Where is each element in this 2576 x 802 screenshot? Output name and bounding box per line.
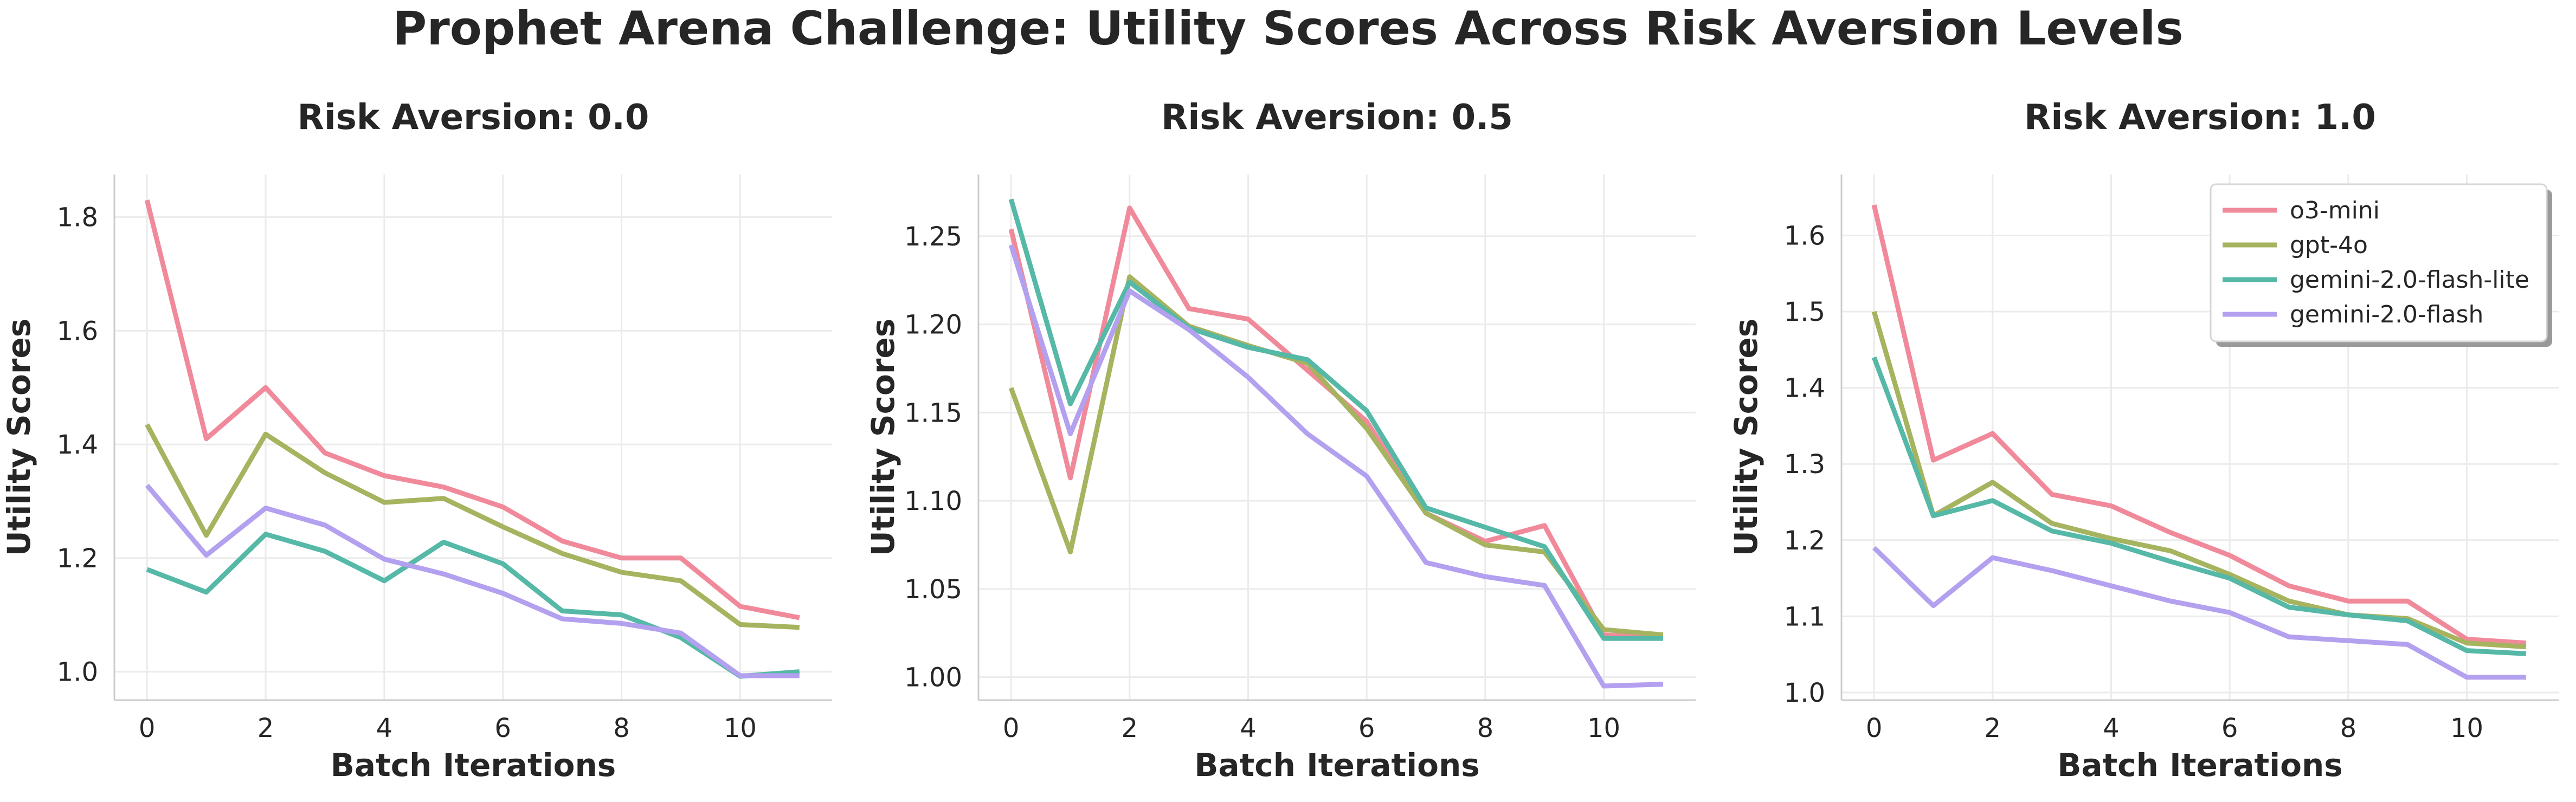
x-tick-label: 0 bbox=[1866, 713, 1883, 743]
x-tick-label: 2 bbox=[257, 713, 274, 743]
y-tick-label: 1.15 bbox=[904, 398, 962, 428]
series-line-gemini-2.0-flash-lite bbox=[146, 532, 800, 679]
series-line-gemini-2.0-flash bbox=[1008, 244, 1664, 689]
y-tick-label: 1.10 bbox=[904, 486, 962, 516]
y-tick-label: 1.5 bbox=[1784, 297, 1825, 327]
x-tick-label: 10 bbox=[1587, 713, 1620, 743]
y-axis-label: Utility Scores bbox=[1, 319, 37, 557]
y-tick-label: 1.6 bbox=[1784, 221, 1825, 251]
legend-label: gemini-2.0-flash bbox=[2290, 301, 2483, 328]
figure-title: Prophet Arena Challenge: Utility Scores … bbox=[392, 2, 2183, 56]
y-tick-label: 1.3 bbox=[1784, 449, 1825, 480]
x-tick-label: 10 bbox=[2450, 713, 2483, 743]
x-tick-label: 10 bbox=[724, 713, 757, 743]
x-axis-label: Batch Iterations bbox=[1194, 747, 1480, 784]
x-tick-label: 8 bbox=[613, 713, 630, 743]
x-tick-label: 0 bbox=[139, 713, 156, 743]
x-tick-label: 8 bbox=[2340, 713, 2357, 743]
x-tick-label: 8 bbox=[1477, 713, 1494, 743]
series-line-gpt-4o bbox=[1871, 311, 2527, 650]
y-tick-label: 1.25 bbox=[904, 222, 962, 252]
subplot-title: Risk Aversion: 0.0 bbox=[298, 98, 649, 138]
y-tick-label: 1.0 bbox=[1784, 678, 1825, 708]
x-tick-label: 0 bbox=[1003, 713, 1020, 743]
y-tick-label: 1.4 bbox=[1784, 373, 1825, 404]
y-tick-label: 1.2 bbox=[57, 544, 98, 574]
x-tick-label: 4 bbox=[376, 713, 393, 743]
y-axis-label: Utility Scores bbox=[1728, 319, 1764, 557]
y-tick-label: 1.00 bbox=[904, 663, 962, 693]
x-tick-label: 6 bbox=[2221, 713, 2238, 743]
x-tick-label: 2 bbox=[1122, 713, 1138, 743]
series-line-o3-mini bbox=[1871, 204, 2527, 646]
series-line-gemini-2.0-flash bbox=[145, 483, 800, 678]
y-tick-label: 1.2 bbox=[1784, 526, 1825, 556]
subplot-title: Risk Aversion: 0.5 bbox=[1161, 98, 1513, 138]
series-line-o3-mini bbox=[144, 199, 800, 620]
x-tick-label: 6 bbox=[1358, 713, 1375, 743]
series-line-gemini-2.0-flash bbox=[1872, 546, 2526, 680]
subplot-2: Risk Aversion: 0.5 0 2 4 6 8 10 1.00 1.05 1.10 1.1… bbox=[865, 98, 1696, 784]
legend-label: gpt-4o bbox=[2290, 231, 2368, 259]
subplot-3: Risk Aversion: 1.0 0 2 4 6 8 10 1.0 1.1 1.2 1.3 1.4… bbox=[1728, 98, 2559, 784]
series-line-o3-mini bbox=[1008, 205, 1664, 641]
y-axis-label: Utility Scores bbox=[865, 319, 901, 557]
legend-label: o3-mini bbox=[2290, 197, 2380, 224]
x-axis-label: Batch Iterations bbox=[331, 747, 616, 784]
legend: o3-mini gpt-4o gemini-2.0-flash-lite gemini… bbox=[2210, 183, 2552, 347]
series-line-gemini-2.0-flash-lite bbox=[1008, 198, 1663, 641]
legend-label: gemini-2.0-flash-lite bbox=[2290, 266, 2529, 294]
x-axis-label: Batch Iterations bbox=[2057, 747, 2343, 784]
x-tick-label: 2 bbox=[1985, 713, 2001, 743]
x-tick-label: 6 bbox=[494, 713, 511, 743]
y-tick-label: 1.8 bbox=[57, 203, 98, 233]
y-tick-label: 1.05 bbox=[904, 574, 962, 605]
y-tick-label: 1.20 bbox=[904, 310, 962, 340]
x-tick-label: 4 bbox=[1240, 713, 1257, 743]
y-tick-label: 1.6 bbox=[57, 316, 98, 346]
series-line-gpt-4o bbox=[145, 423, 800, 630]
subplot-1: Risk Aversion: 0.0 0 2 4 6 8 10 1.0 1.2 1.4 1.6 1.8… bbox=[1, 98, 832, 784]
series-line-gemini-2.0-flash-lite bbox=[1871, 356, 2527, 656]
legend-box bbox=[2210, 183, 2548, 342]
x-tick-label: 4 bbox=[2103, 713, 2120, 743]
y-tick-label: 1.1 bbox=[1784, 602, 1825, 632]
subplot-title: Risk Aversion: 1.0 bbox=[2024, 98, 2376, 138]
y-tick-label: 1.0 bbox=[57, 657, 98, 688]
y-tick-label: 1.4 bbox=[57, 430, 98, 460]
